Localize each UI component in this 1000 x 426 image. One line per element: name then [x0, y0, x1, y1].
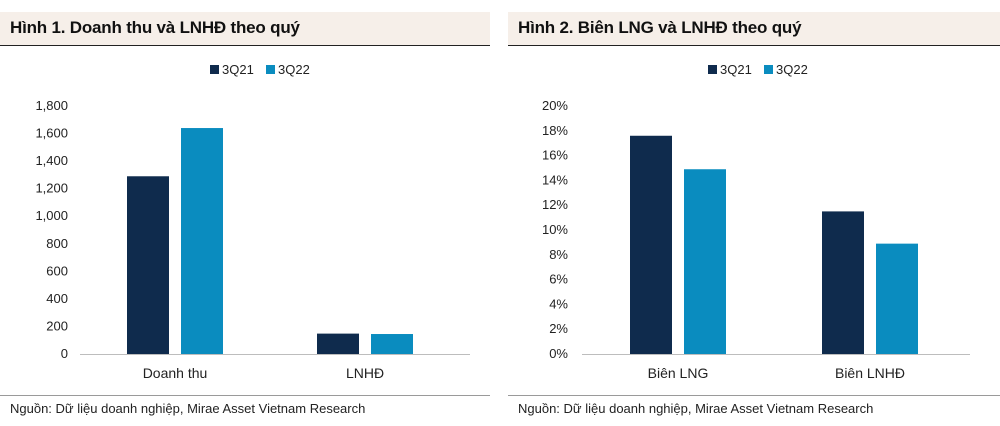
- source-divider: [0, 395, 490, 396]
- bar: [127, 176, 169, 354]
- y-tick-label: 0: [61, 346, 68, 361]
- legend-label: 3Q22: [776, 62, 808, 77]
- bar: [371, 334, 413, 354]
- y-tick-label: 12%: [542, 197, 568, 212]
- legend-label: 3Q21: [222, 62, 254, 77]
- source-divider: [508, 395, 1000, 396]
- y-tick-label: 1,000: [35, 208, 68, 223]
- y-tick-label: 14%: [542, 172, 568, 187]
- y-tick-label: 600: [46, 263, 68, 278]
- y-tick-label: 400: [46, 291, 68, 306]
- y-tick-label: 200: [46, 318, 68, 333]
- bar: [822, 211, 864, 354]
- legend-swatch: [266, 65, 275, 74]
- y-tick-label: 18%: [542, 123, 568, 138]
- x-tick-label: Doanh thu: [143, 365, 208, 381]
- y-tick-label: 1,200: [35, 181, 68, 196]
- figure-title-bar: Hình 2. Biên LNG và LNHĐ theo quý: [508, 12, 1000, 46]
- figure-title: Hình 2. Biên LNG và LNHĐ theo quý: [518, 18, 802, 37]
- figure-title: Hình 1. Doanh thu và LNHĐ theo quý: [10, 18, 300, 37]
- legend: 3Q21 3Q22: [210, 62, 310, 77]
- legend-swatch: [708, 65, 717, 74]
- chart-panel-right: Hình 2. Biên LNG và LNHĐ theo quý 3Q21 3Q…: [508, 0, 1000, 426]
- x-tick-label: Biên LNG: [648, 365, 709, 381]
- y-tick-label: 20%: [542, 98, 568, 113]
- bar: [317, 333, 359, 354]
- legend-label: 3Q22: [278, 62, 310, 77]
- y-tick-label: 2%: [549, 321, 568, 336]
- source-note: Nguồn: Dữ liệu doanh nghiệp, Mirae Asset…: [518, 401, 874, 416]
- y-tick-label: 6%: [549, 272, 568, 287]
- legend-swatch: [764, 65, 773, 74]
- x-tick-label: LNHĐ: [346, 365, 384, 381]
- chart-panel-left: Hình 1. Doanh thu và LNHĐ theo quý 3Q21 3…: [0, 0, 490, 426]
- bar: [181, 128, 223, 354]
- y-tick-label: 0%: [549, 346, 568, 361]
- y-tick-label: 4%: [549, 296, 568, 311]
- chart-margins: 3Q21 3Q22 0% 2% 4% 6% 8% 10% 12% 14% 16% 18% 20% Biên…: [542, 62, 970, 381]
- y-tick-label: 1,600: [35, 126, 68, 141]
- source-note: Nguồn: Dữ liệu doanh nghiệp, Mirae Asset…: [10, 401, 366, 416]
- y-tick-label: 10%: [542, 222, 568, 237]
- y-tick-label: 800: [46, 236, 68, 251]
- legend-label: 3Q21: [720, 62, 752, 77]
- y-tick-label: 16%: [542, 148, 568, 163]
- x-tick-label: Biên LNHĐ: [835, 365, 905, 381]
- figure-title-bar: Hình 1. Doanh thu và LNHĐ theo quý: [0, 12, 490, 46]
- y-tick-label: 1,800: [35, 98, 68, 113]
- y-tick-label: 8%: [549, 247, 568, 262]
- legend-swatch: [210, 65, 219, 74]
- bar: [630, 135, 672, 354]
- legend: 3Q21 3Q22: [708, 62, 808, 77]
- bar: [876, 243, 918, 354]
- bar: [684, 169, 726, 354]
- y-tick-label: 1,400: [35, 153, 68, 168]
- chart-revenue-profit: 3Q21 3Q22 0 200 400 600 800 1,000 1,200 1,400 1,60…: [35, 62, 470, 381]
